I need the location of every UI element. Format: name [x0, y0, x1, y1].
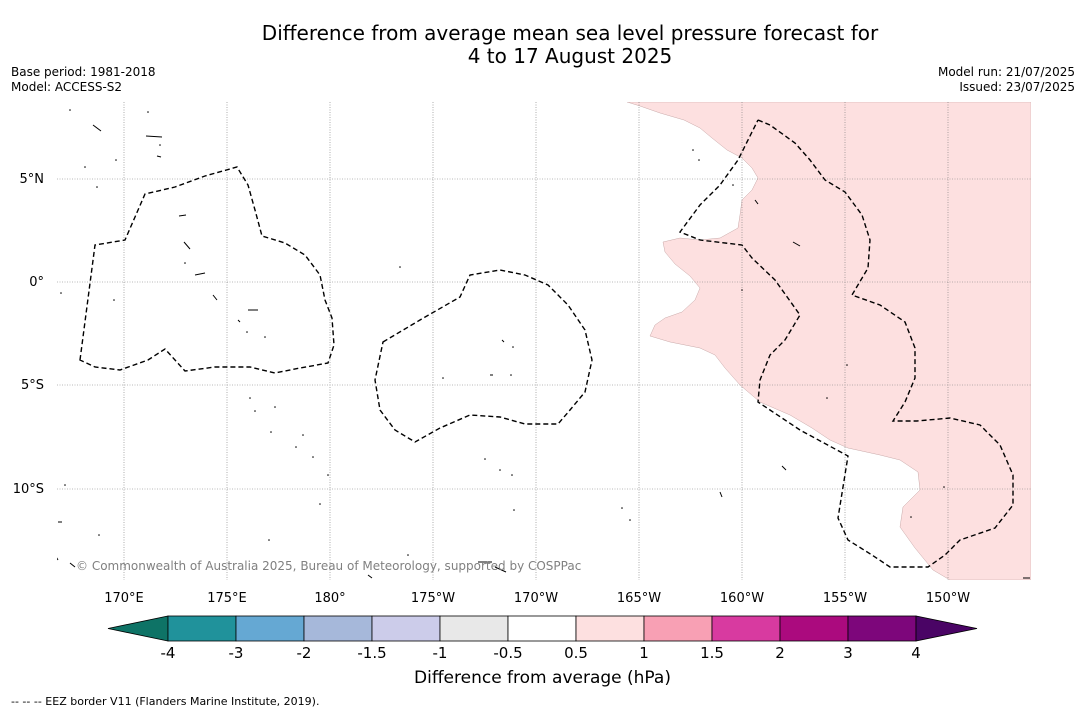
colorbar-swatch	[303, 615, 373, 642]
colorbar-swatch	[371, 615, 441, 642]
lon-label: 170°W	[514, 591, 558, 606]
colorbar-swatch	[167, 615, 237, 642]
eez-border-line-islands	[678, 119, 1014, 568]
graticule	[57, 102, 1031, 580]
lon-label: 170°E	[104, 591, 144, 606]
island-dots	[60, 109, 945, 556]
colorbar: -4 -3 -2 -1.5 -1 -0.5 0.5 1 1.5 2 3 4	[107, 615, 978, 662]
colorbar-tick-label: -3	[229, 644, 244, 662]
base-period: Base period: 1981-2018	[11, 65, 156, 79]
title-line-2: 4 to 17 August 2025	[467, 44, 673, 68]
lat-label: 5°S	[21, 378, 44, 393]
colorbar-swatch	[235, 615, 305, 642]
colorbar-label: Difference from average (hPa)	[414, 668, 671, 688]
colorbar-tick-label: -2	[297, 644, 312, 662]
meta-left: Base period: 1981-2018 Model: ACCESS-S2	[11, 65, 156, 95]
issued-date: Issued: 23/07/2025	[959, 80, 1075, 94]
copyright-notice: © Commonwealth of Australia 2025, Bureau…	[76, 559, 581, 573]
colorbar-swatch	[643, 615, 713, 642]
colorbar-swatch	[507, 615, 577, 642]
colorbar-tick-label: 3	[843, 644, 853, 662]
lon-label: 175°W	[411, 591, 455, 606]
colorbar-swatch	[779, 615, 849, 642]
colorbar-tick-label: -0.5	[493, 644, 522, 662]
colorbar-extend-high	[915, 615, 978, 642]
eez-footnote: -- -- -- EEZ border V11 (Flanders Marine…	[11, 695, 320, 708]
anomaly-region-positive	[626, 102, 1031, 580]
lon-label: 165°W	[617, 591, 661, 606]
eez-border-tokelau	[374, 269, 593, 443]
colorbar-swatch	[847, 615, 917, 642]
colorbar-extend-low	[107, 615, 169, 642]
colorbar-tick-label: 4	[911, 644, 921, 662]
colorbar-tick-label: -4	[161, 644, 176, 662]
colorbar-tick-label: 0.5	[564, 644, 588, 662]
map-title: Difference from average mean sea level p…	[0, 22, 1085, 68]
colorbar-tick-label: -1	[433, 644, 448, 662]
eez-borders	[79, 119, 1014, 568]
lat-label: 0°	[29, 275, 44, 290]
lat-labels: 5°N 0° 5°S 10°S	[13, 172, 44, 497]
eez-border-kiribati-gilberts	[79, 166, 335, 374]
colorbar-swatch	[439, 615, 509, 642]
colorbar-tick-label: 2	[775, 644, 785, 662]
colorbar-tick-label: -1.5	[357, 644, 386, 662]
model-run: Model run: 21/07/2025	[937, 65, 1075, 79]
colorbar-tick-label: 1	[639, 644, 649, 662]
lon-label: 180°	[314, 591, 345, 606]
model-name: Model: ACCESS-S2	[11, 80, 123, 94]
lon-label: 150°W	[926, 591, 970, 606]
lon-label: 155°W	[823, 591, 867, 606]
lon-labels: 170°E 175°E 180° 175°W 170°W 165°W 160°W…	[104, 591, 970, 606]
colorbar-swatch	[711, 615, 781, 642]
map-area: © Commonwealth of Australia 2025, Bureau…	[57, 102, 1031, 580]
colorbar-tick-label: 1.5	[700, 644, 724, 662]
meta-right: Model run: 21/07/2025 Issued: 23/07/2025	[938, 65, 1075, 95]
colorbar-swatch	[575, 615, 645, 642]
islands	[57, 124, 1030, 579]
lat-label: 5°N	[20, 172, 45, 187]
title-line-1: Difference from average mean sea level p…	[261, 21, 879, 45]
lon-label: 160°W	[720, 591, 764, 606]
lat-label: 10°S	[13, 482, 44, 497]
lon-label: 175°E	[207, 591, 247, 606]
